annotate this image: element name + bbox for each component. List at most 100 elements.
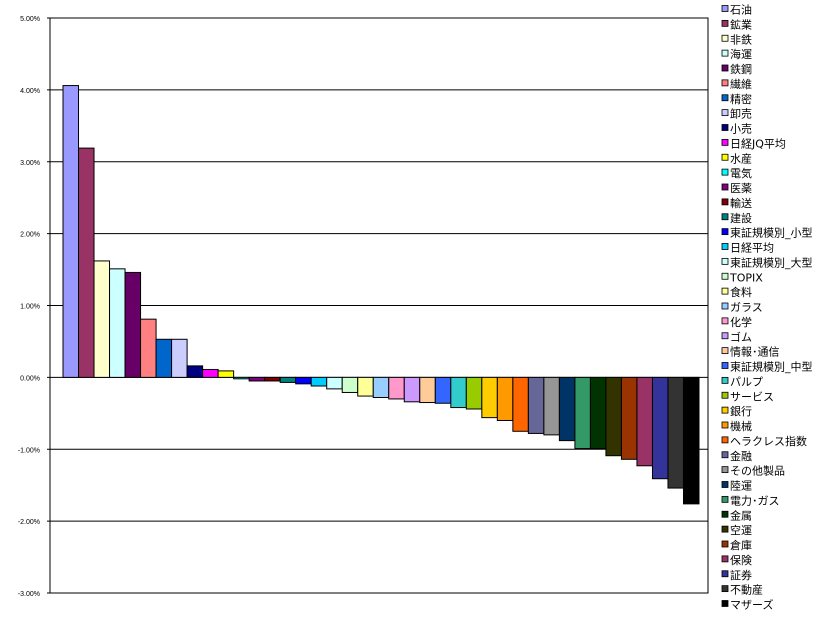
legend-swatch (721, 49, 729, 57)
bar-18 (326, 376, 343, 390)
bar-15 (279, 376, 297, 383)
y-tick-label: 5.00% (20, 16, 40, 23)
legend-swatch (721, 391, 729, 399)
y-tick-label: 3.00% (20, 160, 40, 167)
legend-label: その他製品 (730, 464, 785, 478)
legend-swatch (721, 79, 729, 87)
legend-swatch (721, 64, 729, 72)
legend-swatch (721, 287, 729, 295)
legend-swatch (721, 466, 729, 474)
legend-swatch (721, 138, 729, 146)
legend-swatch (721, 34, 729, 42)
legend-swatch (721, 585, 729, 593)
legend-label: 石油 (730, 3, 752, 17)
legend-swatch (721, 168, 729, 176)
legend-label: 情報･通信 (730, 346, 780, 359)
bar-17 (310, 376, 328, 387)
legend-swatch (721, 540, 729, 548)
legend-swatch (721, 183, 729, 191)
legend-swatch (721, 317, 729, 325)
bar-5 (124, 271, 142, 378)
legend-label: 金融 (730, 449, 752, 463)
legend-label: 海運 (730, 47, 752, 61)
legend-label: 繊維 (730, 78, 752, 91)
legend-label: ゴム (730, 330, 752, 344)
legend-swatch (721, 19, 729, 27)
bar-23 (403, 376, 421, 403)
legend-label: 電力･ガス (730, 494, 780, 507)
legend-label: 小売 (730, 123, 752, 136)
bar-14 (264, 376, 281, 382)
legend-label: 化学 (730, 315, 752, 329)
legend-swatch (721, 272, 729, 280)
bar-29 (496, 376, 514, 421)
legend-label: 建設 (730, 211, 752, 225)
legend-label: 東証規模別_小型 (730, 226, 813, 240)
legend-swatch (721, 555, 729, 563)
legend-label: ガラス (730, 301, 763, 314)
legend-label: マザーズ (730, 598, 773, 612)
bar-39 (651, 376, 669, 480)
legend-label: 卸売 (730, 107, 752, 121)
legend-swatch (721, 362, 729, 369)
bar-10 (202, 368, 219, 378)
legend-label: サービス (730, 390, 774, 403)
bar-22 (388, 376, 405, 400)
legend-label: 食料 (730, 285, 752, 299)
legend-swatch (721, 198, 729, 206)
bar-35 (589, 376, 607, 450)
y-tick-label: -3.00% (18, 591, 40, 598)
bar-25 (434, 376, 452, 404)
legend-swatch (721, 257, 729, 265)
bar-9 (186, 365, 204, 378)
y-tick-label: -1.00% (18, 447, 40, 454)
bar-30 (512, 376, 529, 432)
y-tick-label: 1.00% (20, 304, 40, 311)
legend-label: 倉庫 (730, 538, 752, 552)
legend-swatch (721, 421, 729, 429)
bar-37 (620, 376, 638, 460)
bar-34 (574, 376, 591, 450)
bar-36 (605, 376, 622, 457)
legend-label: 精密 (730, 92, 752, 106)
legend-swatch (721, 5, 729, 12)
legend-swatch (721, 347, 729, 355)
legend-swatch (721, 481, 729, 488)
legend-label: 保険 (730, 553, 752, 567)
y-tick-label: 4.00% (20, 88, 40, 95)
bar-24 (419, 376, 436, 404)
bar-19 (341, 376, 359, 393)
legend-label: 銀行 (730, 404, 752, 418)
legend-label: 証券 (730, 568, 752, 582)
y-tick-label: 2.00% (20, 232, 40, 239)
bar-31 (527, 376, 545, 434)
legend-label: パルプ (730, 375, 763, 388)
legend-label: 金属 (730, 508, 752, 522)
bar-33 (558, 376, 576, 442)
legend-label: 陸運 (730, 480, 752, 493)
bar-28 (481, 376, 498, 419)
legend-swatch (721, 525, 729, 533)
bar-11 (217, 370, 235, 378)
legend-swatch (721, 243, 729, 250)
bar-16 (295, 376, 312, 385)
legend-label: 東証規模別_大型 (730, 255, 813, 269)
legend-label: 不動産 (730, 583, 763, 597)
legend-label: 輸送 (730, 196, 752, 210)
legend-swatch (721, 302, 729, 310)
legend-swatch (721, 600, 729, 607)
bar-21 (372, 376, 390, 398)
legend-swatch (721, 495, 729, 503)
legend-swatch (721, 153, 729, 161)
legend-swatch (721, 406, 729, 414)
bar-4 (109, 268, 126, 378)
legend-label: 日経JQ平均 (730, 137, 786, 150)
bar-38 (636, 376, 653, 467)
y-tick-label: -2.00% (18, 519, 40, 526)
bar-26 (450, 376, 467, 409)
bar-7 (155, 338, 173, 378)
bar-3 (93, 260, 111, 378)
legend-swatch (721, 436, 729, 444)
legend-label: 鉄鋼 (730, 62, 752, 76)
bar-40 (667, 376, 684, 489)
